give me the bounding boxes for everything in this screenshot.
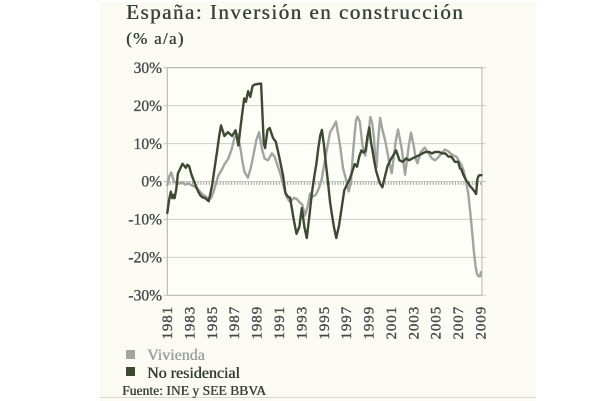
svg-text:20%: 20% [134,98,163,115]
svg-text:10%: 10% [134,136,163,153]
svg-text:2007: 2007 [451,306,467,340]
svg-text:1995: 1995 [317,306,333,340]
svg-text:-30%: -30% [128,288,162,305]
svg-text:-20%: -20% [128,250,162,267]
svg-text:2001: 2001 [384,306,400,340]
svg-text:1993: 1993 [294,306,310,340]
svg-text:0%: 0% [141,174,162,191]
svg-text:2005: 2005 [429,306,445,340]
svg-text:2003: 2003 [406,306,422,340]
svg-text:1981: 1981 [160,306,176,340]
svg-text:30%: 30% [134,60,163,77]
svg-text:-10%: -10% [128,212,162,229]
svg-text:1999: 1999 [362,306,378,340]
svg-text:1989: 1989 [250,306,266,340]
svg-text:1985: 1985 [205,306,221,340]
svg-text:1997: 1997 [339,306,355,340]
svg-text:1991: 1991 [272,306,288,340]
svg-text:2009: 2009 [473,306,489,340]
svg-text:1987: 1987 [227,306,243,340]
svg-text:1983: 1983 [183,306,199,340]
